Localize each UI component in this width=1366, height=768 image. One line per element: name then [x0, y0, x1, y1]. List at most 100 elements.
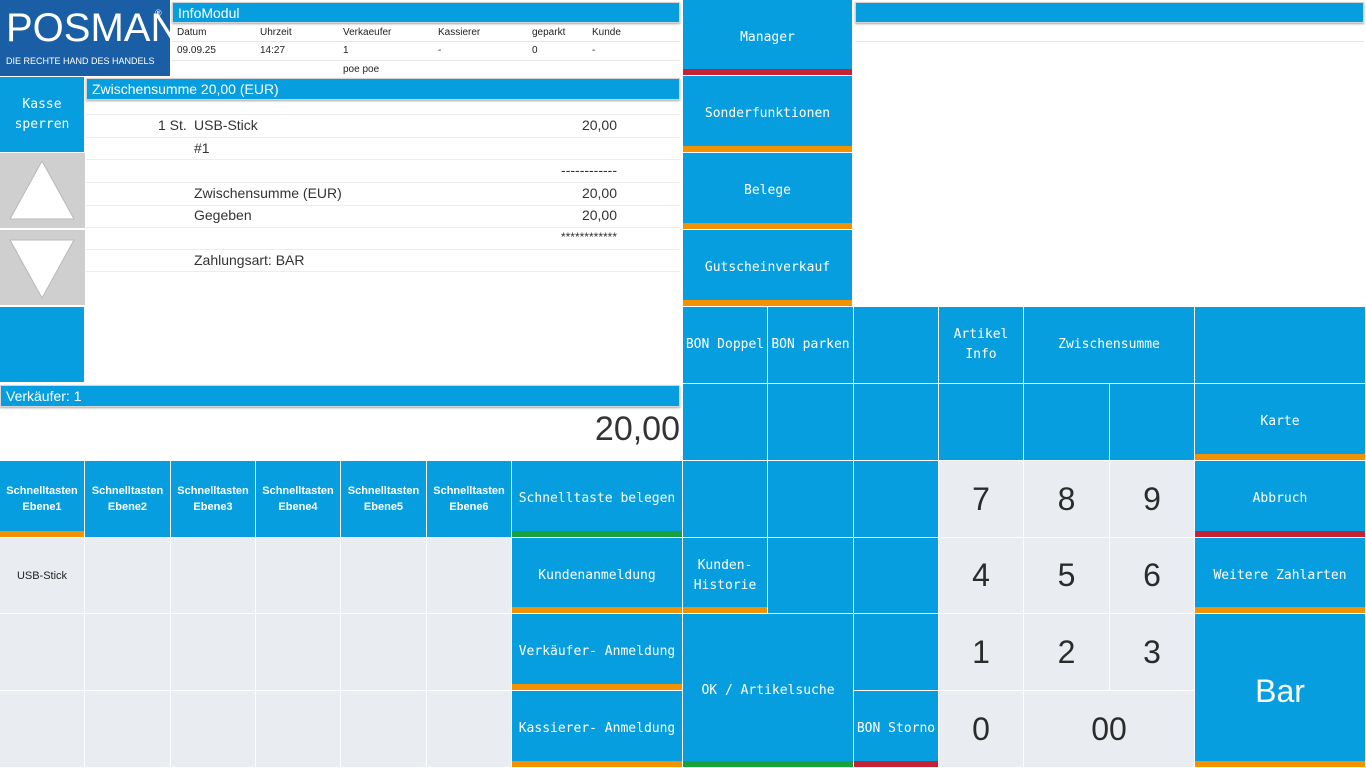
quickkey-empty[interactable]: [256, 614, 341, 691]
numpad-0[interactable]: 0: [939, 691, 1024, 768]
receipt-amount: ------------: [561, 162, 617, 178]
zwischensumme-button[interactable]: Zwischensumme: [1024, 307, 1195, 384]
receipt-item: Zwischensumme (EUR): [194, 185, 342, 201]
kundenanmeldung-button[interactable]: Kundenanmeldung: [512, 538, 683, 614]
empty-function-button[interactable]: [768, 461, 854, 538]
empty-function-button[interactable]: [854, 461, 939, 538]
quickkey-empty[interactable]: [0, 691, 85, 768]
empty-function-button[interactable]: [768, 538, 854, 614]
numpad-6[interactable]: 6: [1110, 538, 1195, 614]
kassierer-anmeldung-label: Kassierer- Anmeldung: [518, 721, 676, 736]
quickkey-empty[interactable]: [256, 538, 341, 614]
numpad-4[interactable]: 4: [939, 538, 1024, 614]
bar-payment-button[interactable]: Bar: [1195, 614, 1366, 768]
abbruch-label: Abbruch: [1252, 491, 1308, 506]
kasse-sperren-button[interactable]: Kasse sperren: [0, 77, 85, 153]
weitere-zahlarten-button[interactable]: Weitere Zahlarten: [1195, 538, 1366, 614]
logo-registered: ®: [155, 8, 162, 18]
ok-artikelsuche-button[interactable]: OK / Artikelsuche: [683, 614, 854, 768]
schnelltasten-ebene2-tab[interactable]: Schnelltasten Ebene2: [85, 461, 171, 537]
quickkey-empty[interactable]: [427, 691, 512, 768]
kunden-historie-status-bar: [683, 607, 767, 613]
quickkey-empty[interactable]: [341, 614, 427, 691]
bon-parken-button[interactable]: BON parken: [768, 307, 854, 384]
ebene1-active-bar: [0, 531, 84, 537]
quickkey-empty[interactable]: [427, 538, 512, 614]
belege-button[interactable]: Belege: [683, 153, 853, 230]
info-separator: [172, 60, 680, 61]
schnelltasten-ebene5-label: Schnelltasten Ebene5: [347, 485, 420, 513]
numpad-00[interactable]: 00: [1024, 691, 1195, 768]
schnelltasten-ebene2-label: Schnelltasten Ebene2: [91, 485, 164, 513]
numpad-7[interactable]: 7: [939, 461, 1024, 538]
receipt-line: [86, 182, 680, 183]
quickkey-usb-stick[interactable]: USB-Stick: [0, 538, 85, 614]
numpad-8[interactable]: 8: [1024, 461, 1110, 538]
schnelltaste-belegen-button[interactable]: Schnelltaste belegen: [512, 461, 683, 538]
kassierer-anmeldung-button[interactable]: Kassierer- Anmeldung: [512, 691, 683, 768]
schnelltasten-ebene6-label: Schnelltasten Ebene6: [433, 485, 505, 513]
quickkey-empty[interactable]: [85, 538, 171, 614]
empty-function-button[interactable]: [1024, 384, 1110, 461]
bon-parken-label: BON parken: [771, 337, 850, 352]
verkaeufer-anmeldung-button[interactable]: Verkäufer- Anmeldung: [512, 614, 683, 691]
numpad-5[interactable]: 5: [1024, 538, 1110, 614]
info-value-geparkt: 0: [532, 45, 538, 56]
gutscheinverkauf-button[interactable]: Gutscheinverkauf: [683, 230, 853, 307]
scroll-up-button[interactable]: [0, 153, 85, 229]
weitere-zahlarten-status-bar: [1195, 607, 1365, 613]
schnelltasten-ebene3-tab[interactable]: Schnelltasten Ebene3: [171, 461, 256, 537]
manager-button[interactable]: Manager: [683, 0, 853, 76]
quickkey-empty[interactable]: [256, 691, 341, 768]
empty-function-button[interactable]: [1195, 307, 1366, 384]
empty-function-button[interactable]: [854, 538, 939, 614]
left-empty-button[interactable]: [0, 307, 85, 383]
quickkey-empty[interactable]: [341, 538, 427, 614]
ok-artikelsuche-status-bar: [683, 761, 853, 767]
kunden-historie-button[interactable]: Kunden- Historie: [683, 538, 768, 614]
schnelltasten-ebene5-tab[interactable]: Schnelltasten Ebene5: [341, 461, 427, 537]
info-header-uhrzeit: Uhrzeit: [260, 27, 292, 38]
sonderfunktionen-button[interactable]: Sonderfunktionen: [683, 76, 853, 153]
numpad-2[interactable]: 2: [1024, 614, 1110, 691]
schnelltaste-belegen-status-bar: [512, 531, 682, 537]
topright-separator: [855, 41, 1364, 42]
manager-label: Manager: [740, 29, 795, 45]
receipt-item: USB-Stick: [194, 117, 258, 133]
abbruch-button[interactable]: Abbruch: [1195, 461, 1366, 538]
infomodul-title: InfoModul: [178, 4, 240, 21]
bon-doppel-button[interactable]: BON Doppel: [683, 307, 768, 384]
numpad-1[interactable]: 1: [939, 614, 1024, 691]
quickkey-empty[interactable]: [171, 538, 256, 614]
zwischensumme-label: Zwischensumme: [1058, 337, 1160, 352]
empty-function-button[interactable]: [939, 384, 1024, 461]
empty-function-button[interactable]: [854, 307, 939, 384]
schnelltasten-ebene1-tab[interactable]: Schnelltasten Ebene1: [0, 461, 85, 537]
empty-function-button[interactable]: [1110, 384, 1195, 461]
abbruch-status-bar: [1195, 531, 1365, 537]
numpad-3[interactable]: 3: [1110, 614, 1195, 691]
quickkey-empty[interactable]: [85, 614, 171, 691]
schnelltasten-ebene4-tab[interactable]: Schnelltasten Ebene4: [256, 461, 341, 537]
empty-function-button[interactable]: [854, 384, 939, 461]
quickkey-empty[interactable]: [427, 614, 512, 691]
quickkey-empty[interactable]: [85, 691, 171, 768]
karte-button[interactable]: Karte: [1195, 384, 1366, 461]
empty-function-button[interactable]: [768, 384, 854, 461]
quickkey-empty[interactable]: [0, 614, 85, 691]
empty-function-button[interactable]: [683, 384, 768, 461]
info-header-geparkt: geparkt: [532, 27, 566, 38]
quickkey-empty[interactable]: [341, 691, 427, 768]
numpad-9[interactable]: 9: [1110, 461, 1195, 538]
quickkey-empty[interactable]: [171, 691, 256, 768]
quickkey-empty[interactable]: [171, 614, 256, 691]
bon-storno-button[interactable]: BON Storno: [854, 691, 939, 768]
gutscheinverkauf-status-bar: [683, 300, 852, 306]
empty-function-button[interactable]: [854, 614, 939, 691]
artikel-info-button[interactable]: Artikel Info: [939, 307, 1024, 384]
receipt-line: [86, 271, 680, 272]
schnelltasten-ebene6-tab[interactable]: Schnelltasten Ebene6: [427, 461, 512, 537]
empty-function-button[interactable]: [683, 461, 768, 538]
scroll-down-button[interactable]: [0, 230, 85, 306]
